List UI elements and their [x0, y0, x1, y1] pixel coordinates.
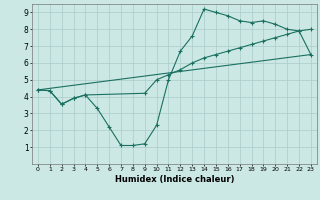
X-axis label: Humidex (Indice chaleur): Humidex (Indice chaleur): [115, 175, 234, 184]
